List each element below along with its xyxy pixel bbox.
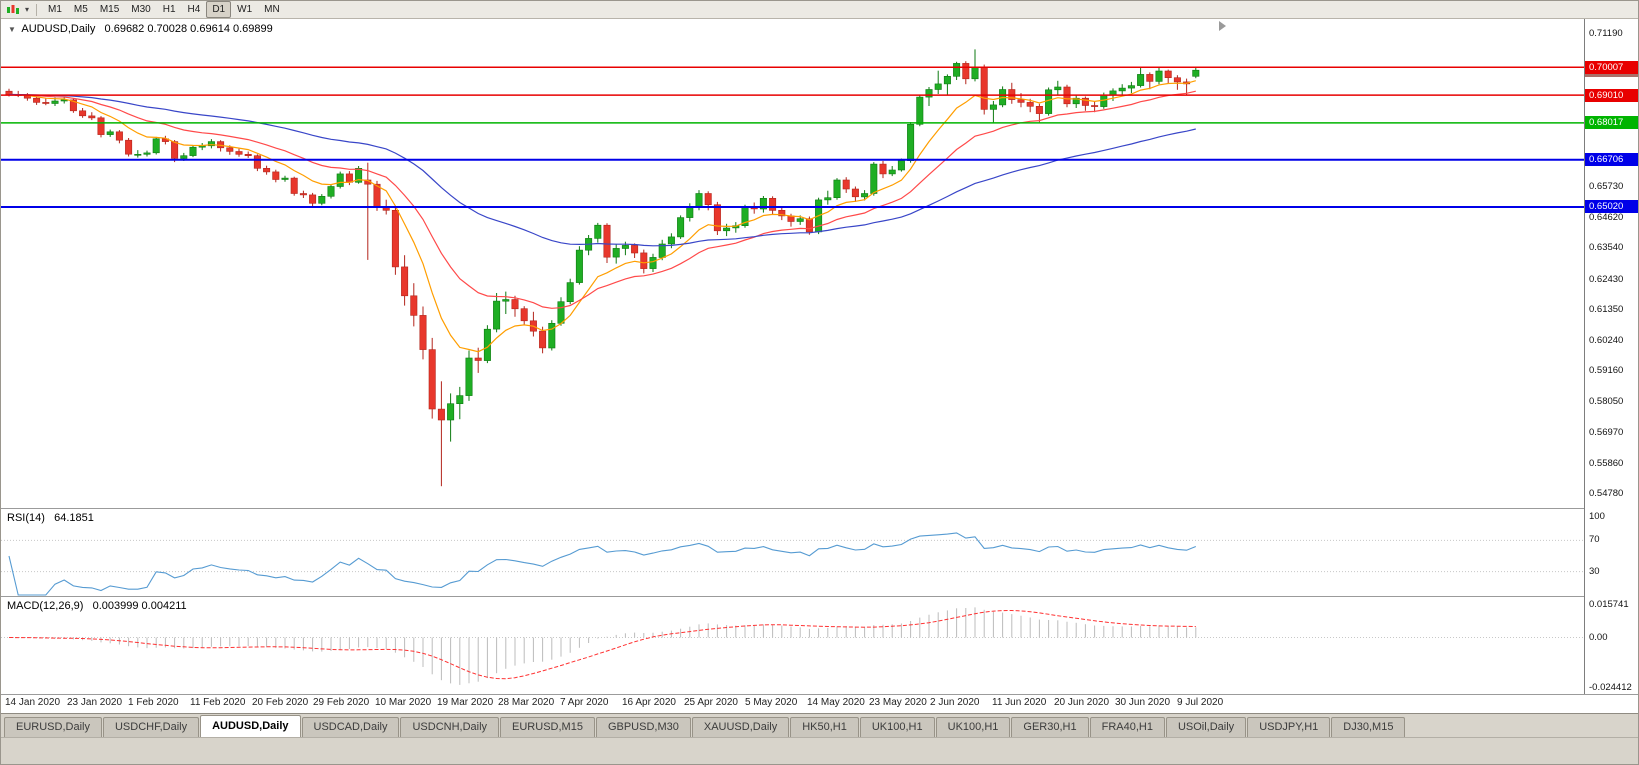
price-badge-0-70007: 0.70007	[1585, 61, 1638, 74]
date-label: 14 May 2020	[807, 697, 865, 708]
status-bar	[1, 737, 1638, 764]
date-label: 1 Feb 2020	[128, 697, 179, 708]
tf-button-d1[interactable]: D1	[206, 1, 232, 18]
timeframe-buttons: M1 M5 M15 M30 H1 H4 D1 W1 MN	[42, 1, 286, 18]
price-badge-0-69010: 0.69010	[1585, 89, 1638, 102]
date-label: 10 Mar 2020	[375, 697, 432, 708]
price-tick: 0.62430	[1589, 274, 1624, 285]
tf-button-m1[interactable]: M1	[48, 4, 62, 15]
date-label: 20 Jun 2020	[1054, 697, 1110, 708]
chart-tab-usdchf-daily[interactable]: USDCHF,Daily	[102, 717, 200, 737]
tf-button-h1[interactable]: H1	[162, 4, 176, 15]
right-shift-marker	[1219, 21, 1226, 31]
chart-tab-usdcad-daily[interactable]: USDCAD,Daily	[301, 717, 400, 737]
chart-tab-ger30-h1[interactable]: GER30,H1	[1011, 717, 1089, 737]
price-tick: 0.65730	[1589, 181, 1624, 192]
price-tick: 0.63540	[1589, 242, 1624, 253]
date-label: 20 Feb 2020	[252, 697, 309, 708]
date-label: 25 Apr 2020	[684, 697, 738, 708]
price-tick: 0.54780	[1589, 488, 1624, 499]
chart-tab-audusd-daily[interactable]: AUDUSD,Daily	[200, 715, 301, 737]
price-tick: 0.61350	[1589, 304, 1624, 315]
tf-button-m5[interactable]: M5	[73, 4, 88, 15]
date-label: 19 Mar 2020	[437, 697, 494, 708]
rsi-canvas[interactable]	[1, 509, 1584, 597]
chart-tab-usdjpy-h1[interactable]: USDJPY,H1	[1247, 717, 1331, 737]
rsi-label: RSI(14)	[7, 512, 45, 524]
symbol-label: AUDUSD,Daily	[21, 23, 96, 35]
chart-tab-usdcnh-daily[interactable]: USDCNH,Daily	[400, 717, 500, 737]
price-badge-0-68017: 0.68017	[1585, 116, 1638, 129]
rsi-level-label: 30	[1589, 566, 1600, 577]
tf-button-m15[interactable]: M15	[99, 4, 120, 15]
price-tick: 0.58050	[1589, 396, 1624, 407]
chart-tab-usoil-daily[interactable]: USOil,Daily	[1165, 717, 1247, 737]
price-tick: 0.55860	[1589, 458, 1624, 469]
price-tick: 0.60240	[1589, 335, 1624, 346]
price-badge-0-65020: 0.65020	[1585, 200, 1638, 213]
date-label: 9 Jul 2020	[1177, 697, 1224, 708]
macd-header: MACD(12,26,9) 0.003999 0.004211	[7, 600, 187, 612]
price-badge-0-66706: 0.66706	[1585, 153, 1638, 166]
date-label: 28 Mar 2020	[498, 697, 555, 708]
price-tick: 0.59160	[1589, 365, 1624, 376]
date-label: 11 Feb 2020	[190, 697, 246, 708]
ohlc-values: 0.69682 0.70028 0.69614 0.69899	[104, 23, 273, 35]
chart-title: ▼ AUDUSD,Daily 0.69682 0.70028 0.69614 0…	[8, 23, 273, 35]
rsi-macd-separator[interactable]	[1, 596, 1638, 597]
tf-button-w1[interactable]: W1	[237, 4, 253, 15]
timeframe-toolbar: ▾ M1 M5 M15 M30 H1 H4 D1 W1 MN	[1, 1, 1638, 19]
tf-button-h4[interactable]: H4	[187, 4, 201, 15]
chart-tab-bar: EURUSD,Daily USDCHF,Daily AUDUSD,Daily USDC…	[1, 713, 1638, 737]
price-tick: 0.71190	[1589, 28, 1623, 39]
chart-tab-eurusd-m15[interactable]: EURUSD,M15	[500, 717, 595, 737]
one-click-trading-arrow[interactable]: ▼	[8, 25, 16, 34]
price-axis: 0.71190 0.65730 0.64620 0.63540 0.62430 0.613…	[1584, 19, 1638, 694]
chart-tab-fra40-h1[interactable]: FRA40,H1	[1089, 717, 1165, 737]
date-label: 2 Jun 2020	[930, 697, 980, 708]
main-rsi-separator[interactable]	[1, 508, 1638, 509]
rsi-header: RSI(14) 64.1851	[7, 512, 94, 524]
macd-label: MACD(12,26,9)	[7, 600, 84, 612]
macd-scale-label: -0.024412	[1589, 682, 1632, 693]
chart-type-icon[interactable]	[4, 3, 22, 17]
date-label: 5 May 2020	[745, 697, 798, 708]
rsi-level-label: 70	[1589, 534, 1600, 545]
date-label: 7 Apr 2020	[560, 697, 609, 708]
date-axis: 14 Jan 2020 23 Jan 2020 1 Feb 2020 11 Feb 2…	[1, 694, 1584, 713]
chart-tab-gbpusd-m30[interactable]: GBPUSD,M30	[595, 717, 691, 737]
date-label: 11 Jun 2020	[992, 697, 1047, 708]
date-label: 14 Jan 2020	[5, 697, 61, 708]
date-label: 29 Feb 2020	[313, 697, 370, 708]
macd-values: 0.003999 0.004211	[92, 600, 187, 612]
rsi-level-label: 100	[1589, 511, 1605, 522]
chart-tab-dj30-m15[interactable]: DJ30,M15	[1331, 717, 1406, 737]
chart-tab-eurusd-daily[interactable]: EURUSD,Daily	[4, 717, 102, 737]
chart-tab-xauusd-daily[interactable]: XAUUSD,Daily	[691, 717, 790, 737]
chart-bottom-separator	[1, 694, 1638, 695]
chart-tab-hk50-h1[interactable]: HK50,H1	[790, 717, 859, 737]
chart-tab-uk100-h1[interactable]: UK100,H1	[935, 717, 1011, 737]
toolbar-separator	[36, 3, 38, 16]
tf-button-mn[interactable]: MN	[264, 4, 280, 15]
macd-canvas[interactable]	[1, 597, 1584, 694]
date-label: 30 Jun 2020	[1115, 697, 1171, 708]
macd-scale-label: 0.015741	[1589, 599, 1629, 610]
tf-button-m30[interactable]: M30	[131, 4, 151, 15]
price-tick: 0.64620	[1589, 212, 1624, 223]
main-chart-canvas[interactable]	[1, 19, 1584, 508]
chart-tab-uk100-h1[interactable]: UK100,H1	[859, 717, 935, 737]
rsi-value: 64.1851	[54, 512, 94, 524]
date-label: 23 Jan 2020	[67, 697, 123, 708]
price-tick: 0.56970	[1589, 427, 1624, 438]
macd-scale-label: 0.00	[1589, 632, 1608, 643]
date-label: 23 May 2020	[869, 697, 927, 708]
chevron-down-icon[interactable]: ▾	[25, 5, 30, 14]
date-label: 16 Apr 2020	[622, 697, 676, 708]
